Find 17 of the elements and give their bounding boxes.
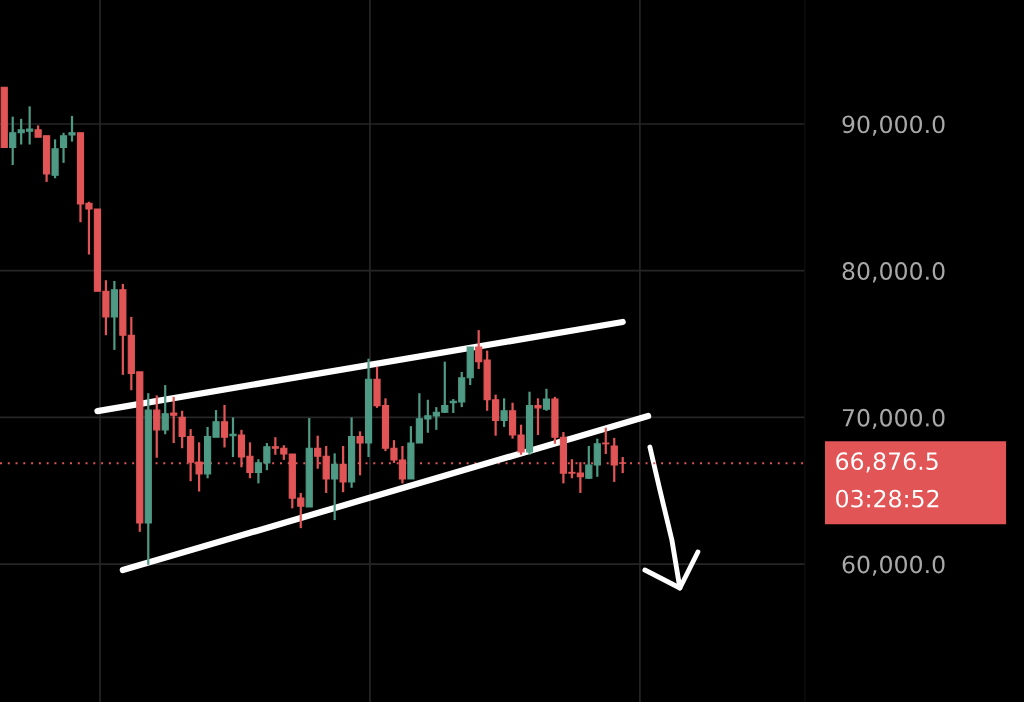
candlestick [542,387,551,412]
candlestick [220,403,229,449]
candlestick [534,397,542,437]
candlestick [161,384,169,436]
ref-line-label: 66,876.5 [836,452,938,473]
candlestick [170,395,178,445]
candlestick [229,416,237,459]
candlestick [153,394,161,459]
y-tick-label: 80,000.0 [842,262,945,283]
y-tick-label: 70,000.0 [842,408,945,430]
y-tick-label: 60,000.0 [842,555,945,576]
candlestick [331,452,339,522]
candlestick [500,397,508,429]
text: 03:28:52 [836,489,939,508]
candlestick [602,426,610,456]
y-tick-label: 90,000.0 [842,115,945,136]
candlestick [339,444,347,494]
